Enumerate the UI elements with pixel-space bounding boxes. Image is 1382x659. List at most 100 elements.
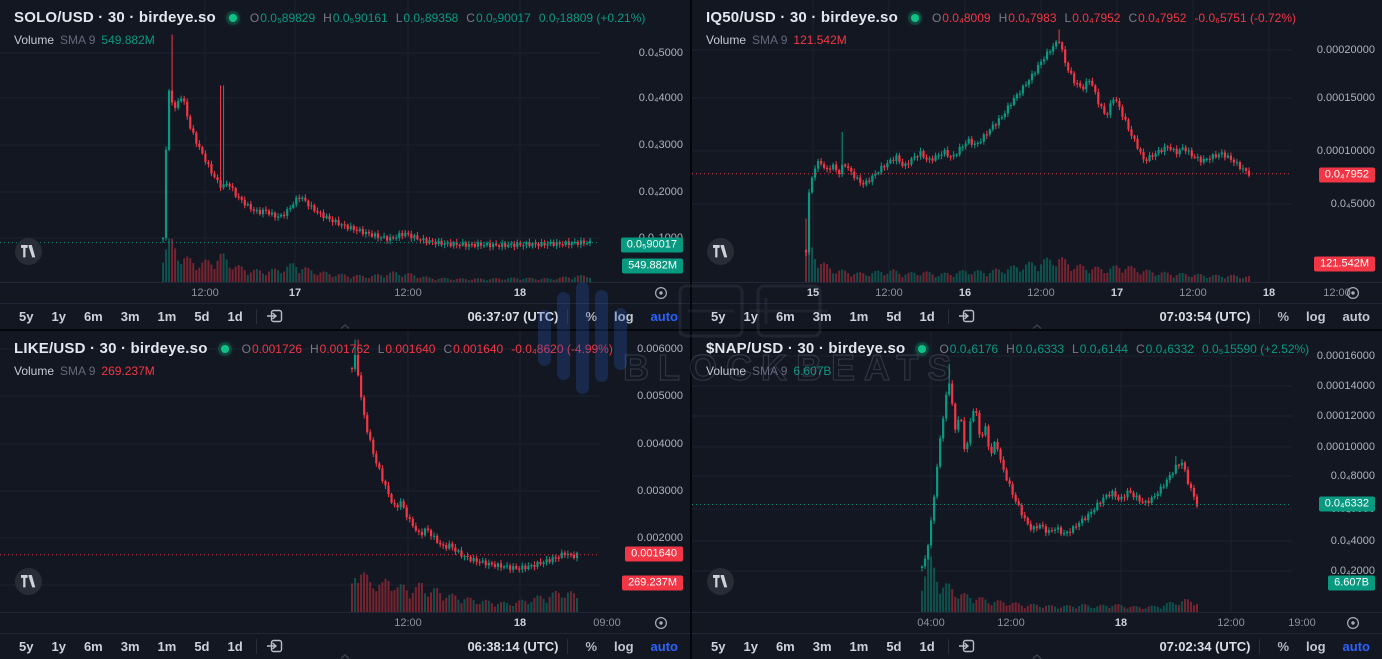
log-scale-button[interactable]: log bbox=[614, 639, 634, 654]
time-tick-label[interactable]: 19:00 bbox=[1288, 617, 1316, 629]
range-button-5d[interactable]: 5d bbox=[886, 309, 902, 324]
time-tick-label[interactable]: 18 bbox=[513, 287, 527, 299]
range-button-1d[interactable]: 1d bbox=[919, 639, 935, 654]
range-button-5y[interactable]: 5y bbox=[711, 639, 726, 654]
tradingview-logo[interactable] bbox=[15, 238, 42, 265]
log-scale-button[interactable]: log bbox=[614, 309, 634, 324]
time-tick-label[interactable]: 18 bbox=[1262, 287, 1276, 299]
settings-icon[interactable] bbox=[654, 616, 668, 630]
time-axis[interactable]: 12:00 17 12:00 18 bbox=[0, 282, 690, 303]
auto-scale-button[interactable]: auto bbox=[1342, 309, 1370, 324]
candlestick-chart[interactable] bbox=[0, 331, 690, 613]
time-axis[interactable]: 04:00 12:00 18 12:00 19:00 bbox=[692, 612, 1382, 633]
clock[interactable]: 07:03:54 (UTC) bbox=[1159, 309, 1251, 324]
symbol-title[interactable]: LIKE/USD · 30 · birdeye.so bbox=[14, 340, 208, 357]
range-button-5d[interactable]: 5d bbox=[194, 309, 210, 324]
time-axis[interactable]: 12:00 18 09:00 bbox=[0, 612, 690, 633]
range-button-6m[interactable]: 6m bbox=[775, 309, 795, 324]
go-to-date-button[interactable] bbox=[958, 639, 975, 654]
time-tick-label[interactable]: 17 bbox=[288, 287, 302, 299]
go-to-date-button[interactable] bbox=[958, 309, 975, 324]
time-tick-label[interactable]: 09:00 bbox=[593, 617, 621, 629]
ohlc-values: O 0.0₄8009 H 0.0₄7983 L 0.0₄7952 C 0.0₄7952 -0.0… bbox=[932, 11, 1296, 25]
clock[interactable]: 07:02:34 (UTC) bbox=[1159, 639, 1251, 654]
time-axis[interactable]: 15 12:00 16 12:00 17 12:00 18 12:00 bbox=[692, 282, 1382, 303]
range-button-6m[interactable]: 6m bbox=[83, 639, 103, 654]
settings-icon[interactable] bbox=[1346, 616, 1360, 630]
time-tick-label[interactable]: 12:00 bbox=[1323, 287, 1351, 299]
time-tick-label[interactable]: 04:00 bbox=[917, 617, 945, 629]
candlestick-chart[interactable] bbox=[692, 0, 1382, 283]
time-tick-label[interactable]: 16 bbox=[958, 287, 972, 299]
price-axis[interactable]: 0.00020000 0.00015000 0.00010000 0.0₄5000 0.… bbox=[1292, 0, 1382, 283]
price-axis[interactable]: 0.0₄50000.0₄40000.0₄30000.0₄20000.0₄1000… bbox=[600, 0, 690, 283]
clock[interactable]: 06:38:14 (UTC) bbox=[467, 639, 559, 654]
percent-scale-button[interactable]: % bbox=[585, 639, 598, 654]
range-button-1y[interactable]: 1y bbox=[51, 309, 66, 324]
time-tick-label[interactable]: 12:00 bbox=[394, 617, 422, 629]
price-axis[interactable]: 0.00016000 0.00014000 0.00012000 0.00010000… bbox=[1292, 331, 1382, 613]
percent-scale-button[interactable]: % bbox=[585, 309, 598, 324]
time-tick-label[interactable]: 12:00 bbox=[1217, 617, 1245, 629]
range-button-1d[interactable]: 1d bbox=[227, 639, 243, 654]
time-tick-label[interactable]: 12:00 bbox=[875, 287, 903, 299]
market-status-icon bbox=[918, 344, 927, 353]
time-tick-label[interactable]: 18 bbox=[513, 617, 527, 629]
time-tick-label[interactable]: 12:00 bbox=[191, 287, 219, 299]
range-button-1y[interactable]: 1y bbox=[743, 309, 758, 324]
clock[interactable]: 06:37:07 (UTC) bbox=[467, 309, 559, 324]
time-tick-label[interactable]: 12:00 bbox=[394, 287, 422, 299]
range-button-6m[interactable]: 6m bbox=[83, 309, 103, 324]
auto-scale-button[interactable]: auto bbox=[1342, 639, 1370, 654]
settings-icon[interactable] bbox=[1346, 286, 1360, 300]
bottom-toolbar: 5y 1y 6m 3m 1m 5d 1d 06:38:14 (UTC) % log auto bbox=[0, 633, 690, 659]
log-scale-button[interactable]: log bbox=[1306, 309, 1326, 324]
price-axis[interactable]: 0.006000 0.005000 0.004000 0.003000 0.002000… bbox=[600, 331, 690, 613]
candlestick-chart[interactable] bbox=[692, 331, 1382, 613]
time-tick-label[interactable]: 12:00 bbox=[997, 617, 1025, 629]
time-tick-label[interactable]: 17 bbox=[1110, 287, 1124, 299]
range-button-3m[interactable]: 3m bbox=[812, 639, 832, 654]
range-button-3m[interactable]: 3m bbox=[120, 309, 140, 324]
percent-scale-button[interactable]: % bbox=[1277, 639, 1290, 654]
tradingview-logo[interactable] bbox=[15, 568, 42, 595]
settings-icon[interactable] bbox=[654, 286, 668, 300]
range-button-5d[interactable]: 5d bbox=[194, 639, 210, 654]
tradingview-logo[interactable] bbox=[707, 568, 734, 595]
range-button-5y[interactable]: 5y bbox=[19, 639, 34, 654]
candlestick-chart[interactable] bbox=[0, 0, 690, 283]
pane-collapse-icon[interactable] bbox=[1032, 654, 1042, 659]
range-button-5y[interactable]: 5y bbox=[19, 309, 34, 324]
go-to-date-button[interactable] bbox=[266, 639, 283, 654]
range-button-1m[interactable]: 1m bbox=[157, 309, 177, 324]
pane-collapse-icon[interactable] bbox=[340, 324, 350, 329]
price-tick-label: 0.0₄5000 bbox=[638, 47, 683, 59]
symbol-title[interactable]: $NAP/USD · 30 · birdeye.so bbox=[706, 340, 906, 357]
range-button-3m[interactable]: 3m bbox=[120, 639, 140, 654]
range-button-1d[interactable]: 1d bbox=[919, 309, 935, 324]
symbol-title[interactable]: IQ50/USD · 30 · birdeye.so bbox=[706, 9, 898, 26]
auto-scale-button[interactable]: auto bbox=[650, 639, 678, 654]
range-button-1m[interactable]: 1m bbox=[849, 639, 869, 654]
range-button-1d[interactable]: 1d bbox=[227, 309, 243, 324]
percent-scale-button[interactable]: % bbox=[1277, 309, 1290, 324]
tradingview-logo[interactable] bbox=[707, 238, 734, 265]
range-button-1y[interactable]: 1y bbox=[743, 639, 758, 654]
range-button-5d[interactable]: 5d bbox=[886, 639, 902, 654]
auto-scale-button[interactable]: auto bbox=[650, 309, 678, 324]
time-tick-label[interactable]: 12:00 bbox=[1027, 287, 1055, 299]
range-button-3m[interactable]: 3m bbox=[812, 309, 832, 324]
time-tick-label[interactable]: 15 bbox=[806, 287, 820, 299]
symbol-title[interactable]: SOLO/USD · 30 · birdeye.so bbox=[14, 9, 216, 26]
range-button-5y[interactable]: 5y bbox=[711, 309, 726, 324]
time-tick-label[interactable]: 12:00 bbox=[1179, 287, 1207, 299]
range-button-6m[interactable]: 6m bbox=[775, 639, 795, 654]
log-scale-button[interactable]: log bbox=[1306, 639, 1326, 654]
time-tick-label[interactable]: 18 bbox=[1114, 617, 1128, 629]
pane-collapse-icon[interactable] bbox=[340, 654, 350, 659]
go-to-date-button[interactable] bbox=[266, 309, 283, 324]
range-button-1m[interactable]: 1m bbox=[849, 309, 869, 324]
pane-collapse-icon[interactable] bbox=[1032, 324, 1042, 329]
range-button-1m[interactable]: 1m bbox=[157, 639, 177, 654]
range-button-1y[interactable]: 1y bbox=[51, 639, 66, 654]
